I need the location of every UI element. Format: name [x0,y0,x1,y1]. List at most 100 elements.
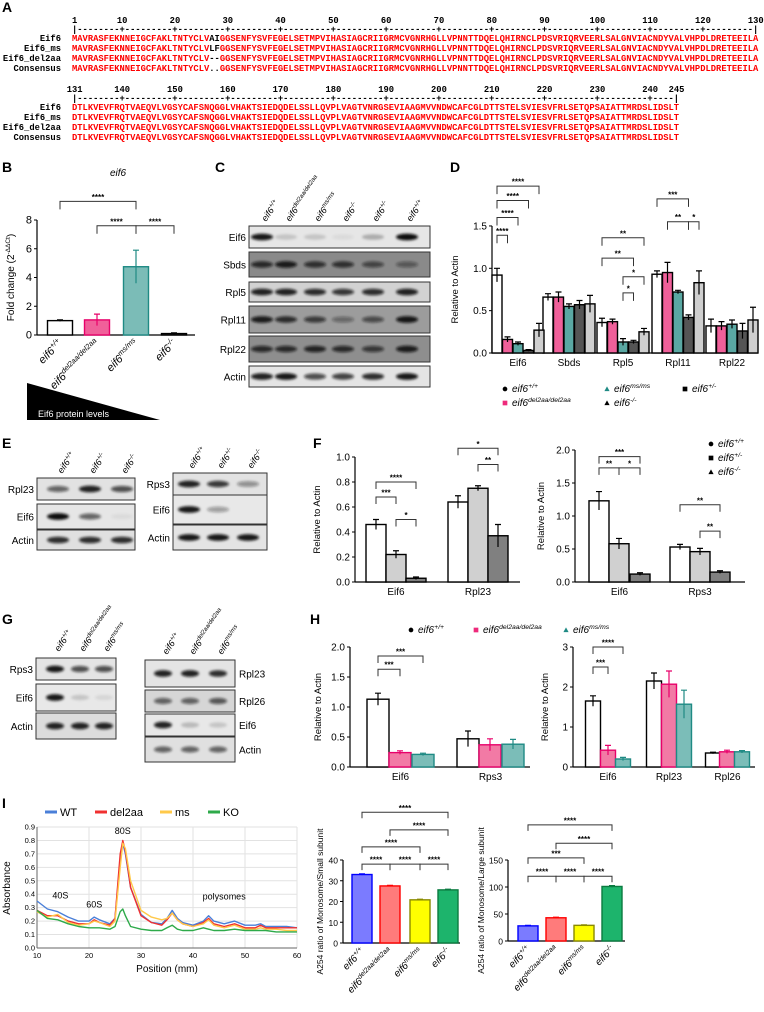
protein-band [275,345,297,353]
significance-label: **** [496,227,509,236]
bar [726,323,738,354]
error-bar [413,576,419,580]
significance-bracket [395,519,417,527]
bar [601,885,623,942]
y-tick-label: 3 [562,643,568,654]
x-category-label: eif6-/- [593,943,618,968]
significance-bracket [477,464,499,472]
bar [672,291,684,354]
y-tick-label: 0 [562,763,568,774]
ruler-number: 170 [272,85,289,95]
bar [709,571,731,583]
blot-row-label: Sbds [223,261,246,272]
chart-title: eif6 [110,168,127,179]
legend-marker-square [473,627,479,633]
y-tick-label: 0.1 [25,930,35,939]
sequence-row: DTLKVEVFRQTVAEQVLVGSYCAFSNQGGLVHAKTSIEDQ… [72,123,679,133]
x-category-label: Eif6 [611,587,629,598]
bar [669,546,691,583]
significance-label: ** [707,523,714,532]
error-bar [717,570,723,574]
protein-band [251,316,273,323]
protein-band [95,665,113,673]
protein-band [207,506,229,513]
significance-bracket [375,496,397,504]
protein-band [304,288,326,296]
polysome-profile-chart: 10 20 30 40 50 60 0.0 0.1 0.2 0.3 0.4 0.5 0.6 0.7 0.8 0… [2,807,301,975]
peak-annotation: 40S [52,890,68,900]
y-tick-label: 0.0 [25,944,35,953]
y-tick-label: 0.5 [473,306,487,317]
blot-row-label: Eif6 [16,694,34,705]
genotype-base: eif6 [512,384,529,395]
y-axis-label: A254 ratio of Monosome/Small subunit [315,828,325,975]
significance-bracket [457,447,499,456]
bar [447,501,469,583]
protein-band [79,485,101,493]
significance-label: **** [592,868,605,877]
profile-line-ko [36,908,297,933]
error-bar [710,751,716,754]
protein-band [396,316,418,323]
significance-label: ** [606,459,613,468]
error-bar [605,744,611,755]
protein-band [362,261,384,268]
error-bar [525,924,531,927]
lane-label: eif6+/+ [55,450,77,476]
bar-chart-f-right: 0.0 0.5 1.0 1.5 2.0 Relative to Actin Eif6 Rps3… [536,438,745,598]
conserved-residues: DTLKVEVFRQTVAEQVLVGSYCAFSNQGGLVHAKTSIEDQ… [72,123,680,133]
y-axis-label: Relative to Actin [536,482,547,550]
lane-label: eif6+/- [215,446,236,470]
significance-label: * [627,284,631,293]
ruler-number: 10 [116,16,128,26]
ruler-number: 80 [486,16,498,26]
protein-band [71,722,89,730]
y-tick-label: 0.0 [473,349,487,360]
y-axis-label: A254 ratio of Monosome/Large subunit [476,827,486,974]
ruler-number: 240 [642,85,659,95]
bar [596,321,608,354]
significance-label: **** [385,838,398,847]
conserved-residues: GGSENFYSVFEGELSETMPVIHASIAGCRIIGRMCVGNRH… [219,34,759,44]
legend-marker-square [502,400,508,406]
blot-row-label: Actin [12,536,34,547]
genotype-superscript: ms/ms [115,336,137,358]
lane-label: eif6ms/ms [215,623,242,656]
peak-annotation: 60S [86,900,102,910]
significance-label: ** [615,250,622,259]
x-axis-label: Position (mm) [136,964,198,975]
variant-residues: -- [209,54,220,64]
protein-band [178,534,200,541]
y-tick-label: 0.2 [25,917,35,926]
x-tick-label: 30 [137,951,145,960]
y-axis-label: Fold change (2-ΔΔCt) [5,234,17,321]
bar-chart-i-small: 0 10 20 30 40 A254 ratio of Monosome/Small su… [315,804,460,996]
significance-bracket [377,655,424,663]
genotype-superscript: del2aa/del2aa [528,397,571,404]
lane-label: eif6ms/ms [312,190,339,223]
legend-label: eif6ms/ms [573,624,610,636]
genotype-superscript: -/- [127,452,136,461]
bar [517,925,539,942]
panel-label: G [2,611,13,627]
sequence-name: Eif6_del2aa [2,123,61,133]
protein-band [209,670,227,677]
significance-bracket [96,225,137,234]
error-bar [724,749,730,754]
significance-label: **** [399,856,412,865]
significance-label: **** [149,217,162,226]
x-category-label: Rpl23 [656,772,683,783]
protein-band [46,694,64,701]
blot-row-label: Actin [148,534,170,545]
y-tick-label: 1.5 [473,221,487,232]
bar [588,500,610,583]
ruler-number: 110 [642,16,659,26]
significance-bracket [601,257,634,267]
error-bar [616,537,622,549]
error-bar [609,885,615,888]
significance-bracket [688,221,700,230]
lane-label: eif6+/+ [186,445,208,471]
bar [704,752,722,768]
y-tick-label: 40 [329,856,339,866]
genotype-superscript: ms/ms [589,624,610,631]
